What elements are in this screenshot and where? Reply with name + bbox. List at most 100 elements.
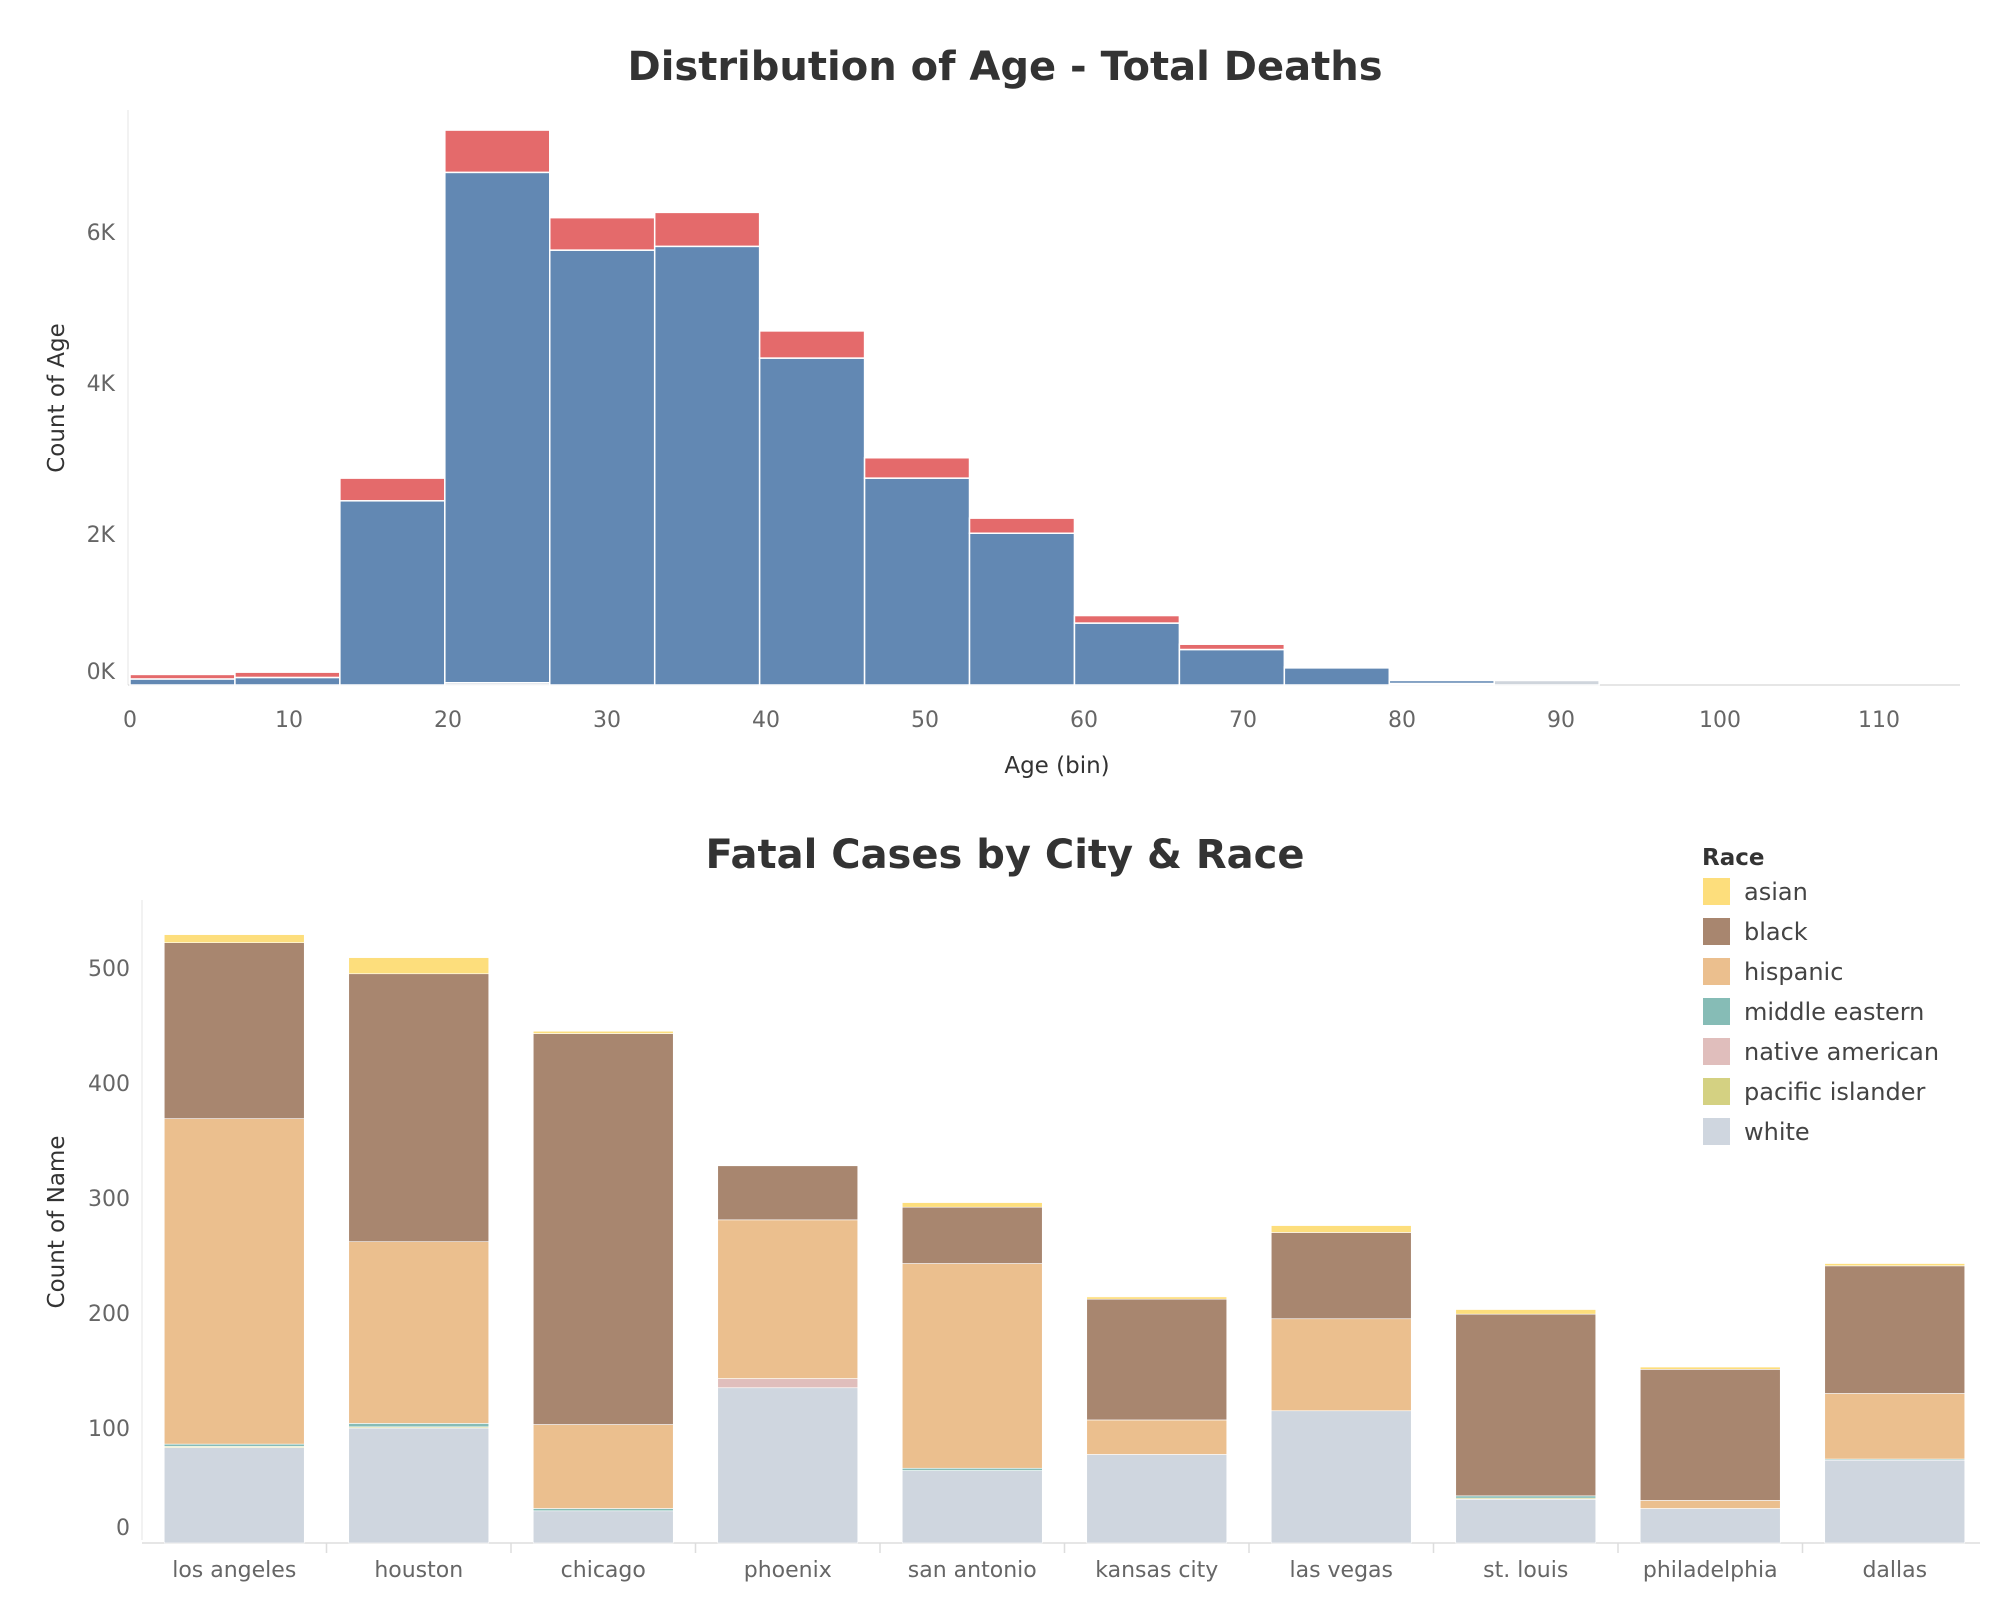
histogram-bar-segment-red — [129, 673, 236, 680]
city-y-tick-label: 0 — [116, 1516, 130, 1541]
city-x-tick-label: kansas city — [1095, 1558, 1218, 1583]
city-bar-segment-hispanic — [1086, 1419, 1228, 1455]
city-bar-segment-asian — [901, 1202, 1043, 1208]
city-y-tick-label: 100 — [88, 1417, 130, 1442]
city-x-ticks: los angeles houston chicago phoenix san anto… — [172, 1543, 1927, 1583]
histogram-bar-segment-blue — [863, 477, 971, 686]
histogram-x-tick-label: 60 — [1070, 708, 1098, 733]
city-y-tick-label: 500 — [88, 957, 130, 982]
city-bar-segment-asian — [1455, 1309, 1597, 1315]
histogram-y-axis-title: Count of Age — [44, 323, 70, 473]
city-bar-segment-hispanic — [1270, 1318, 1412, 1412]
city-bar-segment-middle-eastern — [348, 1423, 490, 1428]
legend-swatch-asian — [1703, 878, 1730, 905]
legend-label-white: white — [1744, 1118, 1810, 1146]
legend-label-pacific-islander: pacific islander — [1744, 1078, 1926, 1106]
histogram-bar-segment-blue — [1283, 666, 1391, 686]
histogram-bar-segment-red — [1073, 614, 1181, 624]
city-chart-title: Fatal Cases by City & Race — [705, 832, 1304, 878]
histogram-x-tick-label: 70 — [1229, 708, 1257, 733]
histogram-bar-segment-blue — [1178, 648, 1286, 686]
legend-swatch-hispanic — [1703, 958, 1730, 985]
city-bar-segment-black — [1455, 1313, 1597, 1497]
city-bar-segment-hispanic — [1639, 1500, 1781, 1509]
legend-swatch-black — [1703, 918, 1730, 945]
city-bar-segment-hispanic — [532, 1424, 674, 1509]
city-bar-segment-white — [1270, 1410, 1412, 1544]
histogram-x-tick-label: 50 — [911, 708, 939, 733]
histogram-x-tick-label: 0 — [123, 708, 137, 733]
city-x-tick-label: phoenix — [744, 1558, 832, 1583]
histogram-bar-segment-blue — [549, 249, 656, 686]
histogram-bar-segment-blue — [653, 245, 761, 686]
histogram-bar-segment-red — [1178, 643, 1286, 651]
city-bar-segment-black — [348, 973, 490, 1243]
city-bars — [163, 934, 1966, 1544]
histogram-x-tick-label: 80 — [1388, 708, 1416, 733]
city-bar-segment-black — [1639, 1369, 1781, 1501]
city-bar-segment-white — [348, 1427, 490, 1544]
histogram-bar-segment-red — [444, 129, 551, 174]
histogram-bar-segment-blue — [339, 500, 446, 686]
histogram-x-tick-label: 40 — [752, 708, 780, 733]
legend-label-middle-eastern: middle eastern — [1744, 998, 1924, 1026]
legend-label-hispanic: hispanic — [1744, 958, 1843, 986]
city-bar-segment-black — [163, 942, 305, 1119]
city-bar-segment-black — [1086, 1298, 1228, 1421]
histogram-bar-segment-blue — [1388, 679, 1495, 685]
city-bar-segment-native-american — [717, 1378, 859, 1389]
city-bar-segment-asian — [1824, 1263, 1966, 1267]
city-bar-segment-asian — [348, 957, 490, 975]
city-x-tick-label: st. louis — [1483, 1558, 1568, 1583]
histogram-bar-segment-blue — [758, 357, 866, 686]
city-race-chart: Fatal Cases by City & Race 0 100 200 300 400… — [44, 832, 1980, 1583]
histogram-x-tick-label: 110 — [1858, 708, 1900, 733]
city-bar-segment-hispanic — [717, 1219, 859, 1379]
city-y-tick-label: 300 — [88, 1187, 130, 1212]
legend-title: Race — [1702, 845, 1764, 871]
city-bar-segment-white — [163, 1447, 305, 1544]
city-bar-segment-asian — [1270, 1225, 1412, 1233]
city-x-tick-label: chicago — [561, 1558, 646, 1583]
city-x-tick-label: las vegas — [1289, 1558, 1393, 1583]
histogram-bar-segment-red — [758, 330, 866, 359]
age-histogram: Distribution of Age - Total Deaths 0K 2K 4… — [44, 44, 1960, 779]
city-bar-segment-middle-eastern — [901, 1467, 1043, 1471]
city-x-tick-label: philadelphia — [1643, 1558, 1778, 1583]
histogram-bar-segment-red — [653, 211, 761, 248]
city-x-tick-label: houston — [374, 1558, 463, 1583]
histogram-bars — [129, 129, 1600, 686]
city-y-tick-label: 200 — [88, 1302, 130, 1327]
histogram-bar-segment-blue — [444, 171, 551, 684]
histogram-x-ticks: 0 10 20 30 40 50 60 70 80 90 100 110 — [123, 708, 1900, 733]
city-bar-segment-asian — [1086, 1296, 1228, 1300]
city-bar-segment-white — [1824, 1459, 1966, 1544]
city-bar-segment-middle-eastern — [532, 1508, 674, 1512]
city-bar-segment-black — [1824, 1265, 1966, 1394]
city-y-tick-label: 400 — [88, 1072, 130, 1097]
city-bar-segment-hispanic — [901, 1263, 1043, 1469]
histogram-y-tick-label: 4K — [87, 372, 116, 397]
city-bar-segment-middle-eastern — [163, 1443, 305, 1447]
histogram-bar-segment-red — [549, 216, 656, 251]
legend-swatch-middle-eastern — [1703, 998, 1730, 1025]
histogram-bar-segment-red — [863, 456, 971, 479]
city-bar-segment-asian — [532, 1030, 674, 1034]
histogram-y-ticks: 0K 2K 4K 6K — [87, 221, 116, 685]
city-bar-segment-hispanic — [348, 1241, 490, 1424]
city-bar-segment-asian — [1639, 1366, 1781, 1370]
city-bar-segment-asian — [163, 934, 305, 944]
histogram-y-tick-label: 6K — [87, 221, 116, 246]
city-x-tick-label: los angeles — [172, 1558, 296, 1583]
city-y-axis-title: Count of Name — [44, 1136, 70, 1309]
histogram-bar-segment-grey — [1493, 679, 1600, 686]
race-legend: Race asian black hispanic middle eastern nat… — [1702, 845, 1939, 1146]
histogram-x-tick-label: 30 — [593, 708, 621, 733]
histogram-bar-segment-red — [968, 517, 1076, 534]
histogram-bar-segment-red — [234, 671, 341, 679]
city-bar-segment-black — [532, 1033, 674, 1425]
histogram-x-tick-label: 20 — [434, 708, 462, 733]
city-bar-segment-hispanic — [1824, 1393, 1966, 1460]
city-bar-segment-white — [717, 1387, 859, 1544]
city-bar-segment-white — [1455, 1499, 1597, 1544]
